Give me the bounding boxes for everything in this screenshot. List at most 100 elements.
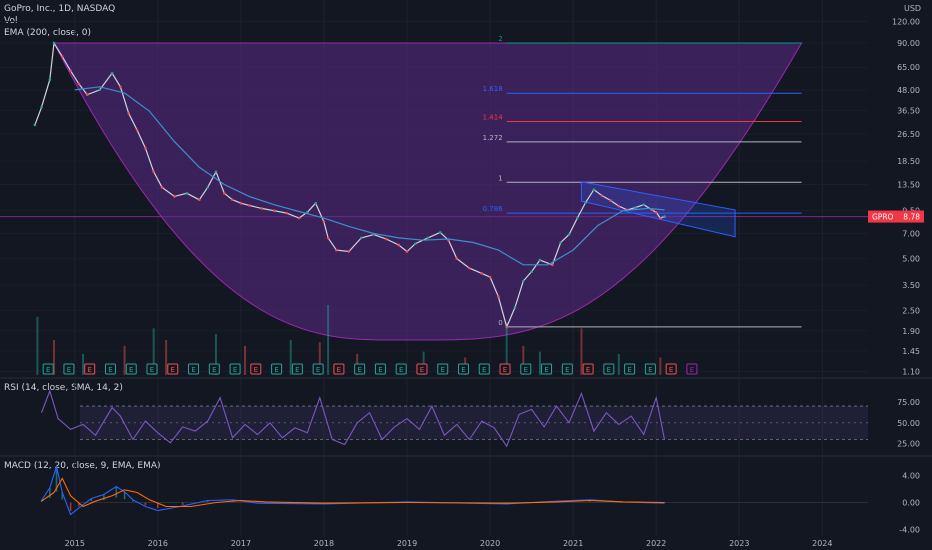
price-point <box>480 272 484 275</box>
y-tick-label: 36.50 <box>897 106 920 115</box>
x-tick-label: 2020 <box>480 539 500 548</box>
earnings-marker-label: E <box>274 366 278 374</box>
price-point <box>455 257 459 260</box>
price-point <box>617 204 621 208</box>
earnings-marker-box <box>250 363 262 375</box>
earnings-marker-box <box>541 363 553 375</box>
macd-histogram-bar <box>69 502 72 511</box>
macd-pane <box>40 464 868 516</box>
price-point <box>488 275 492 279</box>
price-point <box>405 250 409 253</box>
earnings-marker-label: E <box>399 366 403 374</box>
rsi-tick-label: 75.00 <box>897 398 920 407</box>
earnings-marker-box <box>437 363 449 375</box>
macd-tick-label: 4.00 <box>902 472 920 481</box>
earnings-marker-box <box>63 363 75 375</box>
earnings-marker-box <box>104 363 116 375</box>
volume-bar <box>82 354 85 375</box>
price-point <box>360 236 363 240</box>
price-point <box>110 71 114 75</box>
earnings-marker-label: E <box>669 366 673 374</box>
price-tag-box <box>868 210 924 223</box>
price-point <box>634 206 637 209</box>
price-point <box>33 123 37 127</box>
volume-bar <box>289 340 292 375</box>
y-tick-label: 2.50 <box>902 306 920 315</box>
price-tag-value: 8.78 <box>903 213 920 222</box>
volume-bar <box>538 351 541 375</box>
y-tick-label: 90.00 <box>897 39 920 48</box>
fibonacci-levels: 2 1.618 1.414 1.272 1 0.786 0 <box>483 35 802 328</box>
earnings-marker-box <box>499 363 511 375</box>
price-point <box>206 185 209 189</box>
x-tick-label: 2023 <box>729 539 749 548</box>
price-point <box>505 325 508 329</box>
macd-histogram-bar <box>123 491 126 500</box>
earnings-marker-box <box>146 363 158 375</box>
earnings-marker-box <box>291 363 303 375</box>
price-point <box>530 270 533 273</box>
fib-level-label: 0.786 <box>483 205 504 213</box>
earnings-marker-label: E <box>191 366 195 374</box>
earnings-marker-label: E <box>295 366 299 374</box>
macd-histogram-bar <box>61 492 64 500</box>
earnings-marker-label: E <box>544 366 548 374</box>
y-tick-label: 7.00 <box>902 229 920 238</box>
earnings-marker-label: E <box>586 366 590 374</box>
price-point <box>326 236 330 240</box>
price-point <box>247 204 251 207</box>
earnings-marker-box <box>42 363 54 375</box>
fib-level-label: 1 <box>498 174 502 182</box>
macd-histogram-bar <box>181 502 184 505</box>
rsi-legend[interactable]: RSI (14, close, SMA, 14, 2) <box>4 383 123 393</box>
price-point <box>654 210 658 214</box>
y-tick-label: 1.90 <box>902 327 920 336</box>
ema-legend[interactable]: EMA (200, close, 0) <box>4 28 92 38</box>
macd-legend[interactable]: MACD (12, 20, close, 9, EMA, EMA) <box>4 461 161 471</box>
price-point <box>152 170 155 174</box>
price-point <box>551 263 554 267</box>
price-point <box>659 216 662 220</box>
macd-histogram-bar <box>103 494 105 501</box>
earnings-marker-label: E <box>150 366 154 374</box>
ema-series <box>74 86 665 266</box>
price-point <box>285 211 288 215</box>
earnings-marker-box <box>520 363 532 375</box>
earnings-marker-label: E <box>108 366 112 374</box>
macd-histogram-bar <box>115 486 118 498</box>
price-point <box>600 194 604 198</box>
earnings-marker-label: E <box>627 366 631 374</box>
price-point <box>60 55 64 58</box>
price-point <box>314 201 317 205</box>
price-point <box>347 250 351 253</box>
macd-tick-label: -4.00 <box>899 525 920 534</box>
symbol-legend[interactable]: GoPro, Inc., 1D, NASDAQ <box>4 4 116 14</box>
x-tick-label: 2022 <box>646 539 666 548</box>
volume-bar <box>422 351 425 375</box>
macd-histogram-bar <box>55 466 58 492</box>
earnings-marker-label: E <box>524 366 528 374</box>
x-tick-label: 2015 <box>65 539 85 548</box>
y-tick-label: 5.00 <box>902 255 920 264</box>
price-point <box>272 209 276 212</box>
earnings-marker-box <box>229 363 241 375</box>
x-tick-label: 2021 <box>563 539 583 548</box>
price-point <box>397 243 400 247</box>
price-point <box>48 78 52 81</box>
price-tag-symbol: GPRO <box>872 213 894 222</box>
price-point <box>98 88 101 92</box>
price-point <box>559 241 562 244</box>
x-tick-label: 2017 <box>231 539 251 548</box>
price-point <box>69 69 72 73</box>
earnings-marker-box <box>395 363 407 375</box>
earnings-marker-box <box>84 363 96 375</box>
price-point <box>584 201 587 204</box>
price-point <box>322 220 326 223</box>
y-tick-label: 18.50 <box>897 157 920 166</box>
price-point <box>513 306 517 309</box>
earnings-marker-label: E <box>482 366 486 374</box>
price-point <box>438 231 442 234</box>
earnings-marker-box <box>457 363 469 375</box>
fib-level-label: 0 <box>498 319 502 327</box>
